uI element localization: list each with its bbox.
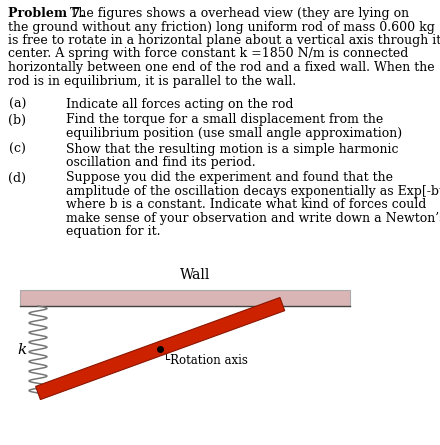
Bar bbox=[20, 290, 350, 306]
Text: amplitude of the oscillation decays exponentially as Exp[-bt]: amplitude of the oscillation decays expo… bbox=[66, 185, 440, 198]
Text: is free to rotate in a horizontal plane about a vertical axis through its: is free to rotate in a horizontal plane … bbox=[8, 34, 440, 47]
Text: Indicate all forces acting on the rod: Indicate all forces acting on the rod bbox=[66, 98, 293, 111]
Text: the ground without any friction) long uniform rod of mass 0.600 kg: the ground without any friction) long un… bbox=[8, 20, 435, 33]
Text: horizontally between one end of the rod and a fixed wall. When the: horizontally between one end of the rod … bbox=[8, 61, 435, 74]
Text: center. A spring with force constant k =1850 N/m is connected: center. A spring with force constant k =… bbox=[8, 48, 408, 61]
Text: rod is in equilibrium, it is parallel to the wall.: rod is in equilibrium, it is parallel to… bbox=[8, 74, 296, 88]
Text: (b): (b) bbox=[8, 113, 26, 126]
Text: The figures shows a overhead view (they are lying on: The figures shows a overhead view (they … bbox=[66, 7, 409, 20]
Text: Problem 7.: Problem 7. bbox=[8, 7, 84, 20]
Text: oscillation and find its period.: oscillation and find its period. bbox=[66, 156, 256, 169]
Text: (d): (d) bbox=[8, 171, 26, 185]
Text: Wall: Wall bbox=[180, 268, 210, 282]
Text: (c): (c) bbox=[9, 142, 26, 155]
Polygon shape bbox=[36, 298, 285, 400]
Text: └Rotation axis: └Rotation axis bbox=[163, 353, 248, 367]
Text: Show that the resulting motion is a simple harmonic: Show that the resulting motion is a simp… bbox=[66, 142, 399, 155]
Text: equilibrium position (use small angle approximation): equilibrium position (use small angle ap… bbox=[66, 127, 402, 140]
Text: equation for it.: equation for it. bbox=[66, 226, 161, 239]
Text: Find the torque for a small displacement from the: Find the torque for a small displacement… bbox=[66, 113, 383, 126]
Text: where b is a constant. Indicate what kind of forces could: where b is a constant. Indicate what kin… bbox=[66, 198, 426, 211]
Text: (a): (a) bbox=[9, 98, 26, 111]
Text: make sense of your observation and write down a Newton’s: make sense of your observation and write… bbox=[66, 212, 440, 225]
Text: Suppose you did the experiment and found that the: Suppose you did the experiment and found… bbox=[66, 171, 393, 185]
Text: k: k bbox=[17, 343, 27, 356]
